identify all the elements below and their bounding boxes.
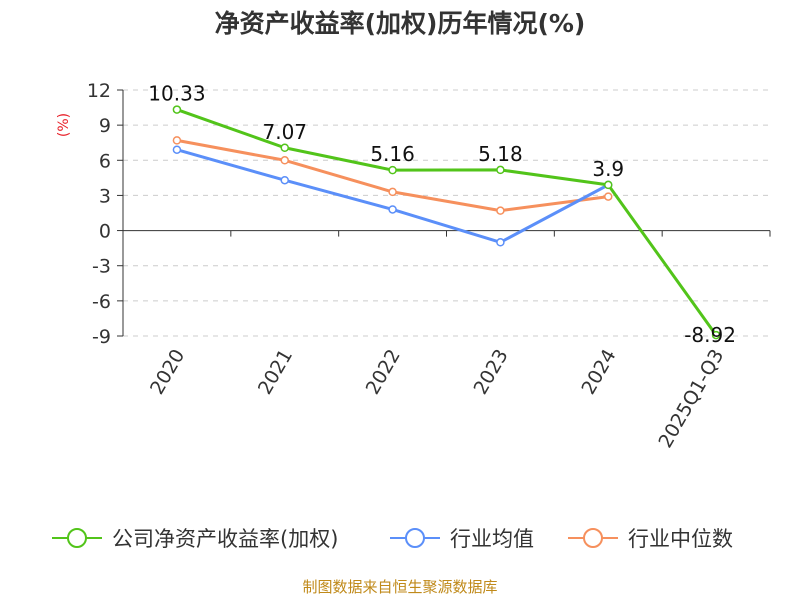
data-label: 3.9 — [592, 157, 624, 181]
data-point — [388, 165, 397, 175]
x-tick-label: 2022 — [362, 346, 405, 399]
data-point — [496, 238, 505, 247]
y-axis-label: (%) — [56, 113, 72, 137]
y-tick-label: 3 — [99, 185, 111, 207]
legend-item[interactable]: 行业中位数 — [568, 527, 733, 551]
grid-lines — [123, 89, 770, 337]
data-label: -8.92 — [684, 323, 736, 347]
x-tick-label: 2020 — [146, 346, 189, 399]
x-tick-labels: 2020 2021 2022 2023 2024 2025Q1-Q3 — [146, 345, 728, 451]
series-line — [176, 108, 718, 336]
chart-title: 净资产收益率(加权)历年情况(%) — [215, 9, 586, 38]
data-point — [280, 156, 289, 165]
data-point — [280, 143, 289, 153]
x-tick-label: 2024 — [577, 346, 620, 399]
y-tick-label: 0 — [99, 221, 111, 243]
x-tick-label: 2025Q1-Q3 — [654, 346, 728, 452]
legend-label: 行业中位数 — [628, 527, 733, 551]
data-point — [496, 165, 505, 175]
data-label: 7.07 — [262, 120, 307, 144]
data-label: 5.16 — [370, 142, 415, 166]
y-tick-label: 12 — [87, 80, 111, 102]
legend-item[interactable]: 公司净资产收益率(加权) — [52, 527, 338, 551]
legend-marker-icon — [67, 528, 87, 548]
legend-label: 行业均值 — [450, 527, 534, 551]
data-point — [172, 136, 182, 145]
data-point — [604, 180, 613, 190]
legend-marker-icon — [583, 528, 603, 548]
data-point — [280, 175, 289, 185]
data-label: 10.33 — [148, 82, 205, 106]
y-tick-label: 6 — [99, 150, 111, 172]
legend[interactable]: 公司净资产收益率(加权) 行业均值 行业中位数 — [52, 527, 733, 551]
data-labels: 10.33 7.07 5.16 5.18 3.9 -8.92 — [148, 82, 736, 348]
y-tick-label: -6 — [92, 291, 111, 313]
data-point — [172, 105, 182, 114]
x-tick-label: 2021 — [254, 346, 297, 399]
axes — [117, 89, 771, 337]
source-note: 制图数据来自恒生聚源数据库 — [302, 578, 497, 596]
y-tick-label: -9 — [92, 326, 111, 348]
y-tick-label: -3 — [92, 256, 111, 278]
y-tick-label: 9 — [99, 115, 111, 137]
data-point — [388, 205, 397, 214]
data-point — [711, 330, 721, 340]
legend-item[interactable]: 行业均值 — [390, 527, 534, 551]
data-point — [496, 206, 505, 215]
x-tick-label: 2023 — [470, 345, 513, 398]
data-label: 5.18 — [478, 142, 523, 166]
data-point — [604, 192, 613, 201]
series-lines — [172, 105, 721, 340]
data-point — [388, 187, 397, 197]
legend-marker-icon — [405, 528, 425, 548]
y-tick-labels: 12 9 6 3 0 -3 -6 -9 — [87, 80, 111, 348]
legend-label: 公司净资产收益率(加权) — [112, 527, 338, 551]
data-point — [172, 145, 182, 154]
